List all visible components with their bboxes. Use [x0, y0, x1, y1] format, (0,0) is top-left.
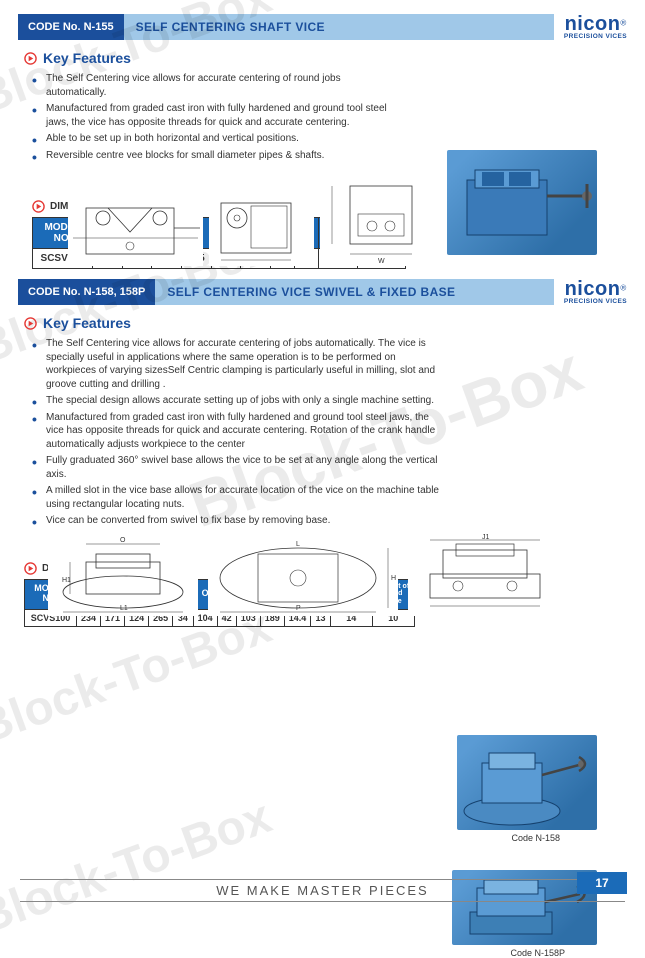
key-features-heading: Key Features: [24, 50, 627, 66]
feature-list: The Self Centering vice allows for accur…: [32, 337, 442, 528]
footer-slogan: WE MAKE MASTER PIECES: [20, 879, 625, 902]
svg-text:J1: J1: [482, 534, 490, 541]
watermark: Block-To-Box: [0, 789, 279, 946]
technical-diagram: W: [320, 166, 440, 266]
play-icon: [24, 317, 37, 330]
feature-item: The Self Centering vice allows for accur…: [32, 72, 402, 99]
svg-text:W: W: [378, 258, 385, 265]
brand-subtitle: PRECISION VICES: [564, 298, 627, 305]
image-caption: Code N-158P: [510, 948, 565, 958]
section-header: CODE No. N-158, 158P SELF CENTERING VICE…: [18, 279, 554, 305]
code-badge: CODE No. N-155: [18, 14, 124, 40]
feature-list: The Self Centering vice allows for accur…: [32, 72, 402, 162]
section-title: SELF CENTERING SHAFT VICE: [124, 14, 554, 40]
brand-name: nicon: [565, 13, 621, 35]
feature-item: The special design allows accurate setti…: [32, 394, 442, 408]
technical-diagram: O L1 H1: [48, 534, 198, 616]
technical-diagram: J1: [408, 534, 563, 616]
registered-icon: ®: [620, 18, 626, 27]
feature-item: Vice can be converted from swivel to fix…: [32, 514, 442, 528]
svg-text:P: P: [296, 605, 301, 612]
brand-logo: nicon® PRECISION VICES: [564, 15, 627, 40]
svg-text:O: O: [120, 537, 126, 544]
product-image: [457, 735, 597, 830]
svg-text:H: H: [391, 575, 396, 582]
page-number: 17: [577, 872, 627, 894]
technical-diagram: [68, 188, 203, 266]
feature-item: Fully graduated 360° swivel base allows …: [32, 454, 442, 481]
svg-text:H1: H1: [62, 577, 71, 584]
technical-diagram: [209, 188, 314, 266]
registered-icon: ®: [620, 283, 626, 292]
key-features-heading: Key Features: [24, 315, 627, 331]
section-header: CODE No. N-155 SELF CENTERING SHAFT VICE: [18, 14, 554, 40]
key-features-label: Key Features: [43, 315, 131, 331]
feature-item: A milled slot in the vice base allows fo…: [32, 484, 442, 511]
brand-logo: nicon® PRECISION VICES: [564, 280, 627, 305]
product-image: [447, 150, 597, 255]
feature-item: Manufactured from graded cast iron with …: [32, 411, 442, 452]
svg-text:L1: L1: [120, 605, 128, 612]
feature-item: Manufactured from graded cast iron with …: [32, 102, 402, 129]
code-badge: CODE No. N-158, 158P: [18, 279, 155, 305]
image-caption: Code N-158: [511, 833, 560, 843]
feature-item: Able to be set up in both horizontal and…: [32, 132, 402, 146]
footer: WE MAKE MASTER PIECES: [0, 879, 645, 902]
svg-text:L: L: [296, 541, 300, 548]
brand-name: nicon: [565, 278, 621, 300]
technical-diagram: P H L: [208, 534, 398, 616]
key-features-label: Key Features: [43, 50, 131, 66]
feature-item: The Self Centering vice allows for accur…: [32, 337, 442, 391]
play-icon: [24, 52, 37, 65]
brand-subtitle: PRECISION VICES: [564, 33, 627, 40]
section-title: SELF CENTERING VICE SWIVEL & FIXED BASE: [155, 279, 554, 305]
feature-item: Reversible centre vee blocks for small d…: [32, 149, 402, 163]
